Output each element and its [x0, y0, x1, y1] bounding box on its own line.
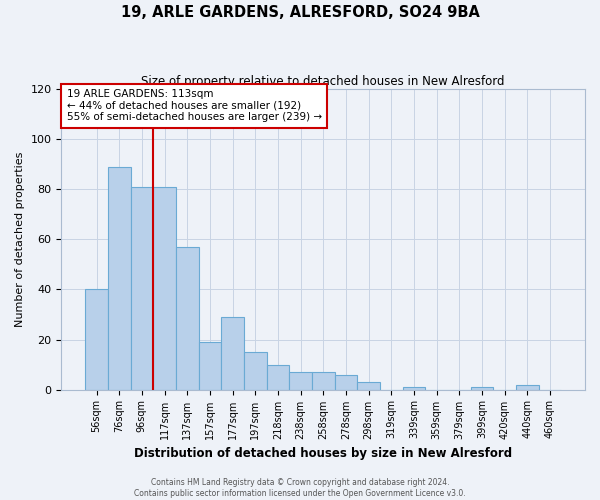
Bar [221, 317, 244, 390]
Title: Size of property relative to detached houses in New Alresford: Size of property relative to detached ho… [142, 75, 505, 88]
Y-axis label: Number of detached properties: Number of detached properties [15, 152, 25, 327]
Text: 19 ARLE GARDENS: 113sqm
← 44% of detached houses are smaller (192)
55% of semi-d: 19 ARLE GARDENS: 113sqm ← 44% of detache… [67, 89, 322, 122]
Bar [289, 372, 312, 390]
Bar [470, 387, 493, 390]
Bar [312, 372, 335, 390]
Text: 19, ARLE GARDENS, ALRESFORD, SO24 9BA: 19, ARLE GARDENS, ALRESFORD, SO24 9BA [121, 5, 479, 20]
Bar [85, 290, 108, 390]
Bar [335, 374, 357, 390]
Bar [266, 364, 289, 390]
Bar [516, 384, 539, 390]
Bar [403, 387, 425, 390]
Bar [244, 352, 266, 390]
Bar [153, 187, 176, 390]
Text: Contains HM Land Registry data © Crown copyright and database right 2024.
Contai: Contains HM Land Registry data © Crown c… [134, 478, 466, 498]
Bar [176, 247, 199, 390]
X-axis label: Distribution of detached houses by size in New Alresford: Distribution of detached houses by size … [134, 447, 512, 460]
Bar [357, 382, 380, 390]
Bar [108, 167, 131, 390]
Bar [199, 342, 221, 390]
Bar [131, 187, 153, 390]
